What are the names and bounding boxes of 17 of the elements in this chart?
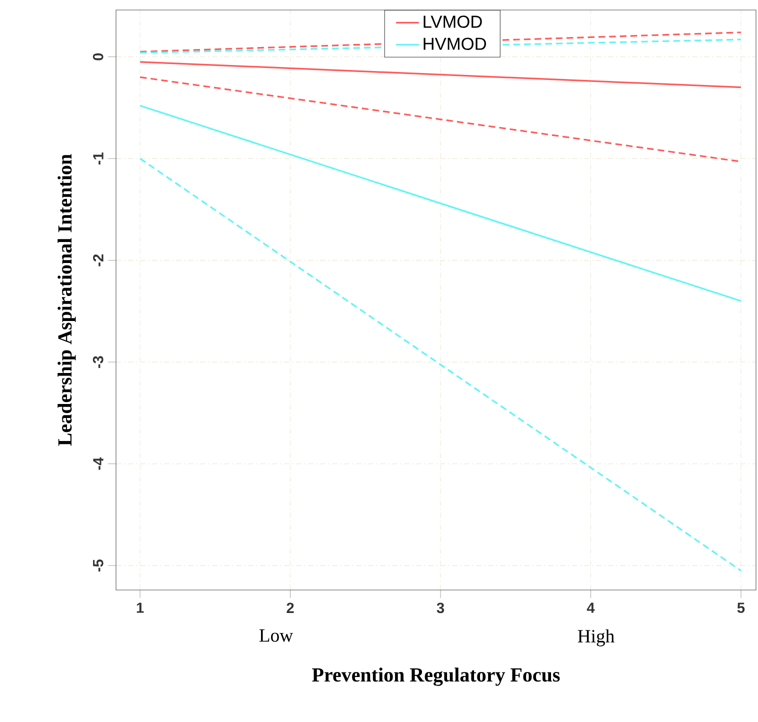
y-tick-label: -3 (92, 356, 104, 368)
y-axis-title: Leadership Aspirational Intention (58, 154, 76, 446)
legend-label: LVMOD (424, 16, 482, 28)
text: High (578, 629, 614, 646)
x-tick-label: 5 (737, 602, 745, 613)
y-tick-label: -5 (93, 559, 104, 572)
x-tick-label: 3 (436, 602, 444, 614)
y-tick-label: 0 (92, 53, 104, 60)
y-tick-label: -1 (93, 152, 104, 165)
y-tick-label: -2 (93, 254, 104, 266)
x-axis-title: Prevention Regulatory Focus (312, 668, 560, 686)
y-tick-label: -4 (93, 457, 104, 470)
x-tick-label: 1 (136, 602, 144, 613)
text: Low (259, 629, 294, 642)
legend-label: HVMOD (424, 38, 486, 50)
x-tick-label: 2 (286, 602, 294, 613)
x-tick-label: 4 (586, 602, 595, 613)
